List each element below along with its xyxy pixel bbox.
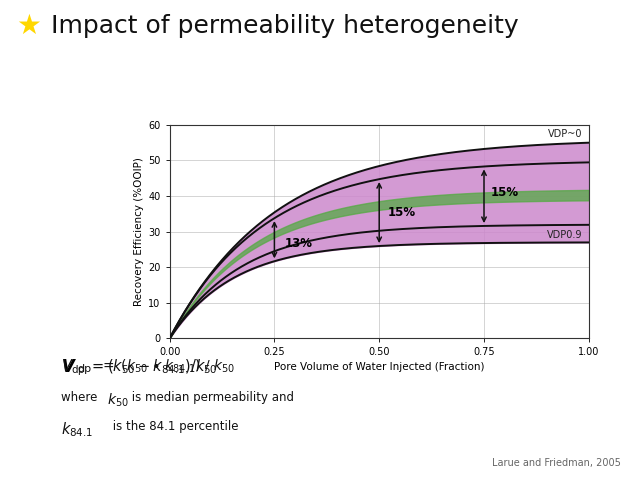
Text: $\bfit{V}$: $\bfit{V}$ [61, 358, 77, 375]
Text: where: where [61, 391, 101, 404]
Text: 15%: 15% [490, 186, 518, 199]
Text: ★: ★ [16, 12, 41, 40]
Text: 13%: 13% [285, 237, 313, 250]
Text: $\mathit{V}_{\mathrm{dp}}$ $= (k_{50} - k_{84.1}) / k_{50}$: $\mathit{V}_{\mathrm{dp}}$ $= (k_{50} - … [61, 358, 218, 378]
Text: $\mathit{k}_{50}$: $\mathit{k}_{50}$ [107, 391, 129, 408]
Text: $\mathit{k}_{84.1}$: $\mathit{k}_{84.1}$ [61, 420, 93, 439]
Text: 15%: 15% [388, 206, 416, 219]
Text: dp: dp [77, 364, 92, 374]
X-axis label: Pore Volume of Water Injected (Fraction): Pore Volume of Water Injected (Fraction) [274, 361, 484, 372]
Text: Impact of permeability heterogeneity: Impact of permeability heterogeneity [51, 14, 519, 38]
Y-axis label: Recovery Efficiency (%OOIP): Recovery Efficiency (%OOIP) [134, 157, 144, 306]
Text: VDP~0: VDP~0 [548, 129, 582, 139]
Text: is the 84.1 percentile: is the 84.1 percentile [109, 420, 238, 433]
Text: is median permeability and: is median permeability and [128, 391, 294, 404]
Text: VDP0.9: VDP0.9 [547, 230, 582, 240]
Text: Larue and Friedman, 2005: Larue and Friedman, 2005 [492, 458, 621, 468]
Text: $=$ $(k_{50}$ $\bullet$ $k_{84.1})$ $/$ $k_{50}$: $=$ $(k_{50}$ $\bullet$ $k_{84.1})$ $/$ … [95, 358, 235, 375]
